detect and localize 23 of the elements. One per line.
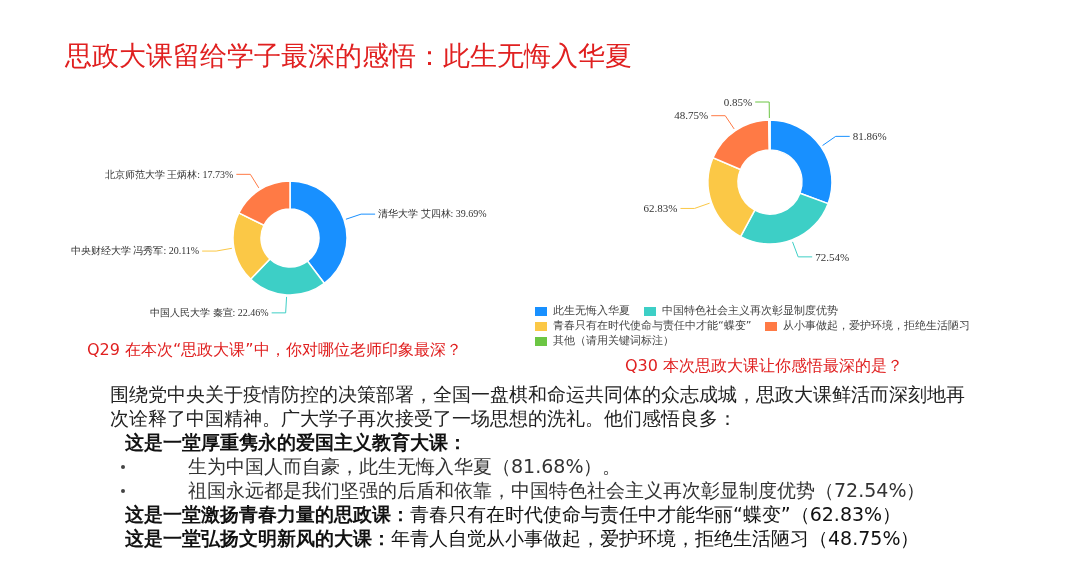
text: 这是一堂弘扬文明新风的大课：年青人自觉从小事做起，爱护环境，拒绝生活陋习（48.75%） bbox=[125, 527, 920, 549]
text: 这是一堂厚重隽永的爱国主义教育大课： bbox=[125, 431, 467, 453]
text: 生为中国人而自豪，此生无悔入华夏（81.68%）。 bbox=[188, 454, 622, 478]
text: Q30 本次思政大课让你感悟最深的是？ bbox=[625, 356, 904, 377]
legend-label: 从小事做起，爱护环境，拒绝生活陋习 bbox=[783, 319, 971, 332]
text: 围绕党中央关于疫情防控的决策部署，全国一盘棋和命运共同体的众志成城，思政大课鲜活而深刻地再次诠释了中国精神。广大学子再次接受了一场思想的洗礼。他们感悟良多： bbox=[110, 382, 966, 430]
slice-label: 中央财经大学 冯秀军: 20.11% bbox=[70, 245, 200, 257]
legend-label: 青春只有在时代使命与责任中才能“蝶变” bbox=[553, 319, 752, 332]
text: 祖国永远都是我们坚强的后盾和依靠，中国特色社会主义再次彰显制度优势（72.54%） bbox=[188, 478, 926, 502]
legend-label: 其他（请用关键词标注） bbox=[553, 334, 674, 347]
data-label: 81.86% bbox=[852, 130, 887, 143]
legend-label: 此生无悔入华夏 bbox=[553, 304, 630, 317]
slice-label: 北京师范大学 王炳林: 17.73% bbox=[104, 168, 234, 180]
text: 这是一堂激扬青春力量的思政课：青春只有在时代使命与责任中才能华丽“蝶变”（62.83%） bbox=[125, 503, 902, 525]
data-label: 62.83% bbox=[643, 202, 678, 215]
data-label: 72.54% bbox=[815, 250, 850, 263]
data-label: 48.75% bbox=[674, 109, 709, 122]
text: 思政大课留给学子最深的感悟：此生无悔入华夏 bbox=[65, 39, 632, 73]
slice-label: 清华大学 艾四林: 39.69% bbox=[378, 208, 487, 220]
legend-label: 中国特色社会主义再次彰显制度优势 bbox=[662, 304, 838, 317]
text: Q29 在本次“思政大课”中，你对哪位老师印象最深？ bbox=[87, 340, 462, 361]
slice-label: 中国人民大学 秦宣: 22.46% bbox=[150, 307, 269, 319]
data-label: 0.85% bbox=[723, 95, 753, 108]
